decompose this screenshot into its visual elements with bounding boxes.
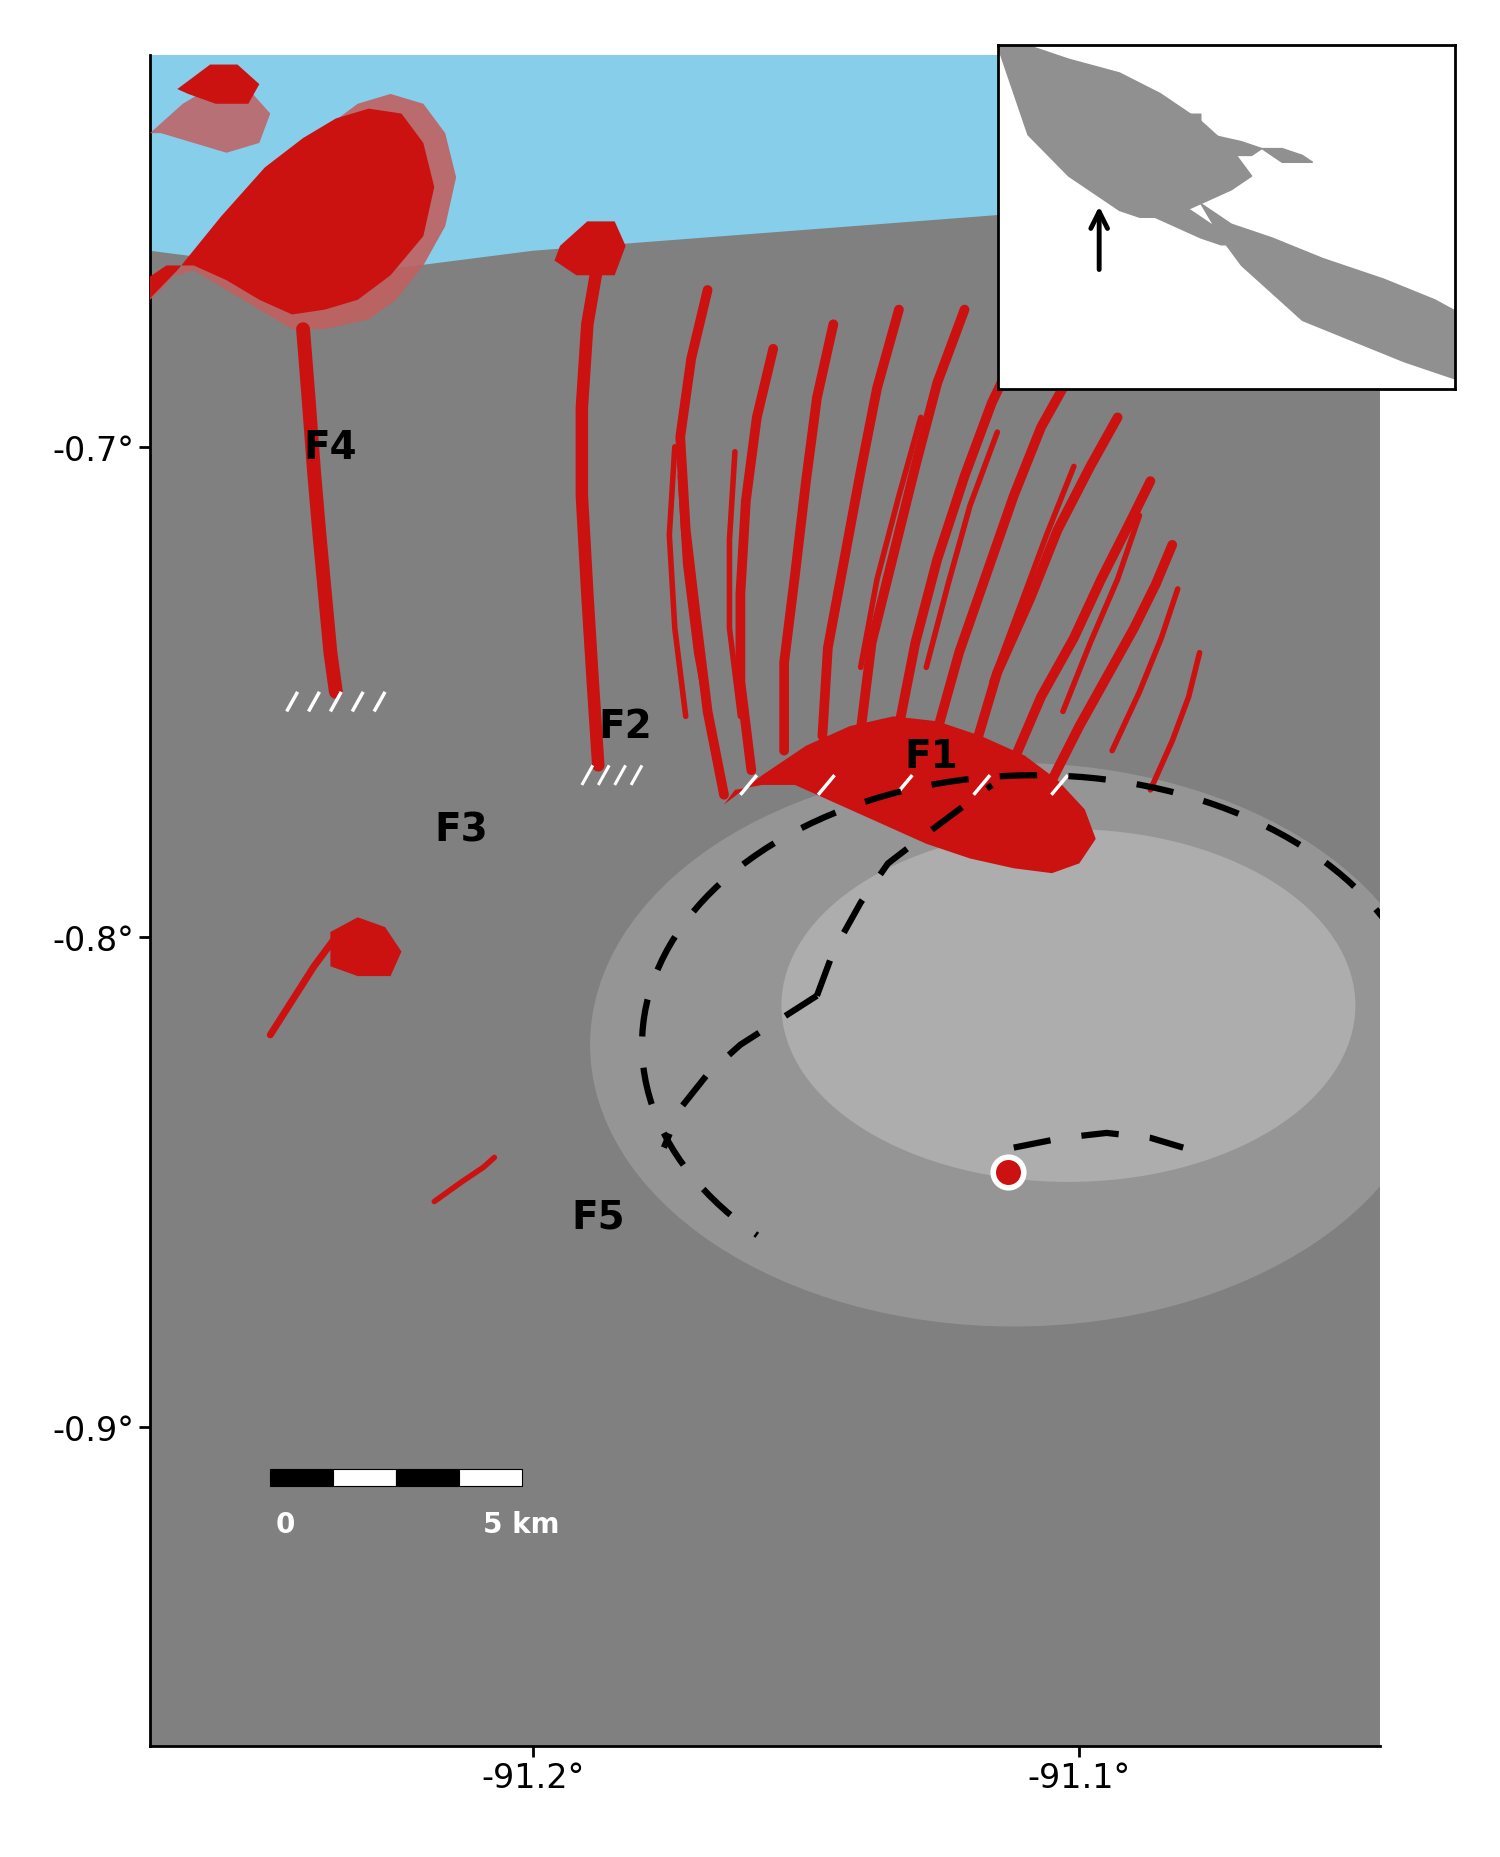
Polygon shape <box>140 110 435 316</box>
Text: F1: F1 <box>904 737 958 774</box>
Polygon shape <box>998 46 1455 390</box>
Polygon shape <box>724 717 1095 873</box>
Bar <box>396 1469 459 1486</box>
Polygon shape <box>330 917 402 977</box>
Bar <box>270 1469 333 1486</box>
Text: F3: F3 <box>435 812 489 849</box>
Text: 0: 0 <box>276 1510 296 1538</box>
Polygon shape <box>150 56 1380 277</box>
Polygon shape <box>1100 176 1242 245</box>
Bar <box>459 1469 522 1486</box>
Ellipse shape <box>782 830 1356 1183</box>
Polygon shape <box>1150 128 1262 156</box>
Text: 5 km: 5 km <box>483 1510 560 1538</box>
Ellipse shape <box>590 763 1437 1326</box>
Text: F2: F2 <box>598 708 652 747</box>
Text: F5: F5 <box>572 1198 626 1235</box>
Polygon shape <box>555 223 626 277</box>
Text: F4: F4 <box>303 429 357 466</box>
Polygon shape <box>150 85 270 154</box>
Polygon shape <box>117 95 456 331</box>
Polygon shape <box>1180 115 1202 136</box>
Bar <box>333 1469 396 1486</box>
Polygon shape <box>1262 150 1312 163</box>
Polygon shape <box>1202 204 1500 390</box>
Polygon shape <box>998 46 1251 217</box>
Polygon shape <box>177 65 260 104</box>
